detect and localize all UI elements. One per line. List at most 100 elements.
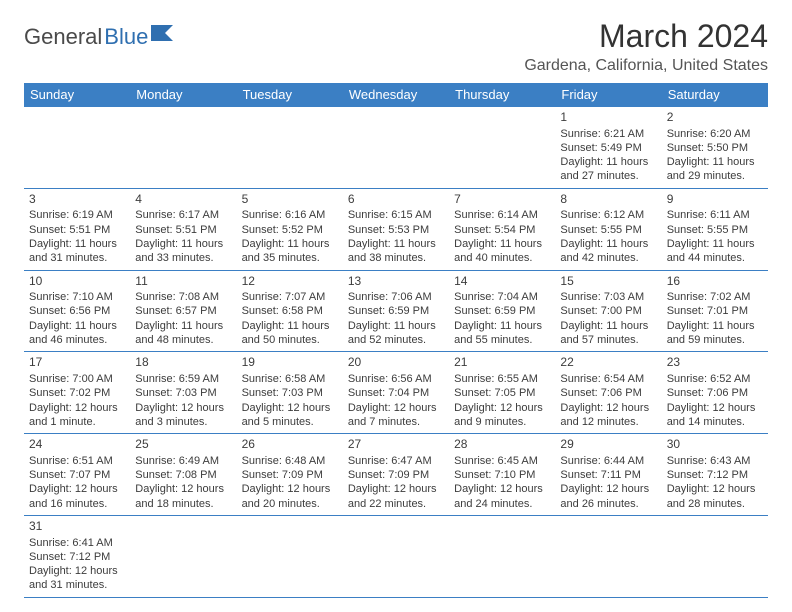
sunrise-line: Sunrise: 6:55 AM	[454, 372, 550, 386]
sunrise-line: Sunrise: 7:10 AM	[29, 290, 125, 304]
day-number: 4	[135, 192, 231, 208]
sunrise-line: Sunrise: 6:41 AM	[29, 536, 125, 550]
day-number: 10	[29, 274, 125, 290]
sunrise-line: Sunrise: 6:44 AM	[560, 454, 656, 468]
sunset-line: Sunset: 7:03 PM	[135, 386, 231, 400]
sunset-line: Sunset: 7:12 PM	[29, 550, 125, 564]
sunrise-line: Sunrise: 6:54 AM	[560, 372, 656, 386]
daylight-line: Daylight: 11 hours and 52 minutes.	[348, 319, 444, 348]
sunrise-line: Sunrise: 6:58 AM	[242, 372, 338, 386]
day-number: 17	[29, 355, 125, 371]
day-number: 27	[348, 437, 444, 453]
calendar-week-row: 3Sunrise: 6:19 AMSunset: 5:51 PMDaylight…	[24, 188, 768, 270]
sunset-line: Sunset: 5:51 PM	[29, 223, 125, 237]
daylight-line: Daylight: 12 hours and 14 minutes.	[667, 401, 763, 430]
calendar-day-cell: 8Sunrise: 6:12 AMSunset: 5:55 PMDaylight…	[555, 188, 661, 270]
sunrise-line: Sunrise: 7:03 AM	[560, 290, 656, 304]
calendar-day-cell: 6Sunrise: 6:15 AMSunset: 5:53 PMDaylight…	[343, 188, 449, 270]
calendar-day-cell: 21Sunrise: 6:55 AMSunset: 7:05 PMDayligh…	[449, 352, 555, 434]
calendar-day-cell: 20Sunrise: 6:56 AMSunset: 7:04 PMDayligh…	[343, 352, 449, 434]
calendar-day-cell: 30Sunrise: 6:43 AMSunset: 7:12 PMDayligh…	[662, 434, 768, 516]
calendar-day-cell: 12Sunrise: 7:07 AMSunset: 6:58 PMDayligh…	[237, 270, 343, 352]
sunset-line: Sunset: 7:02 PM	[29, 386, 125, 400]
calendar-day-cell: 15Sunrise: 7:03 AMSunset: 7:00 PMDayligh…	[555, 270, 661, 352]
day-number: 15	[560, 274, 656, 290]
sunrise-line: Sunrise: 6:48 AM	[242, 454, 338, 468]
sunrise-line: Sunrise: 7:02 AM	[667, 290, 763, 304]
day-header: Wednesday	[343, 83, 449, 107]
sunrise-line: Sunrise: 6:20 AM	[667, 127, 763, 141]
daylight-line: Daylight: 12 hours and 24 minutes.	[454, 482, 550, 511]
day-number: 25	[135, 437, 231, 453]
calendar-day-cell: 23Sunrise: 6:52 AMSunset: 7:06 PMDayligh…	[662, 352, 768, 434]
calendar-empty-cell	[449, 107, 555, 189]
logo-text-blue: Blue	[104, 24, 148, 50]
calendar-day-cell: 10Sunrise: 7:10 AMSunset: 6:56 PMDayligh…	[24, 270, 130, 352]
title-block: March 2024 Gardena, California, United S…	[524, 18, 768, 75]
sunrise-line: Sunrise: 6:19 AM	[29, 208, 125, 222]
daylight-line: Daylight: 12 hours and 3 minutes.	[135, 401, 231, 430]
calendar-day-cell: 16Sunrise: 7:02 AMSunset: 7:01 PMDayligh…	[662, 270, 768, 352]
day-number: 21	[454, 355, 550, 371]
daylight-line: Daylight: 12 hours and 31 minutes.	[29, 564, 125, 593]
daylight-line: Daylight: 11 hours and 35 minutes.	[242, 237, 338, 266]
header: General Blue March 2024 Gardena, Califor…	[24, 18, 768, 75]
sunrise-line: Sunrise: 6:52 AM	[667, 372, 763, 386]
day-number: 19	[242, 355, 338, 371]
calendar-week-row: 31Sunrise: 6:41 AMSunset: 7:12 PMDayligh…	[24, 515, 768, 597]
calendar-empty-cell	[343, 515, 449, 597]
day-number: 14	[454, 274, 550, 290]
calendar-head: SundayMondayTuesdayWednesdayThursdayFrid…	[24, 83, 768, 107]
sunrise-line: Sunrise: 6:15 AM	[348, 208, 444, 222]
day-number: 28	[454, 437, 550, 453]
sunrise-line: Sunrise: 6:11 AM	[667, 208, 763, 222]
day-number: 13	[348, 274, 444, 290]
daylight-line: Daylight: 11 hours and 38 minutes.	[348, 237, 444, 266]
daylight-line: Daylight: 11 hours and 40 minutes.	[454, 237, 550, 266]
calendar-day-cell: 29Sunrise: 6:44 AMSunset: 7:11 PMDayligh…	[555, 434, 661, 516]
sunrise-line: Sunrise: 6:47 AM	[348, 454, 444, 468]
day-number: 20	[348, 355, 444, 371]
calendar-empty-cell	[662, 515, 768, 597]
sunrise-line: Sunrise: 6:51 AM	[29, 454, 125, 468]
calendar-day-cell: 25Sunrise: 6:49 AMSunset: 7:08 PMDayligh…	[130, 434, 236, 516]
sunset-line: Sunset: 7:06 PM	[560, 386, 656, 400]
sunset-line: Sunset: 6:58 PM	[242, 304, 338, 318]
day-number: 18	[135, 355, 231, 371]
daylight-line: Daylight: 12 hours and 18 minutes.	[135, 482, 231, 511]
day-header: Sunday	[24, 83, 130, 107]
day-number: 1	[560, 110, 656, 126]
daylight-line: Daylight: 11 hours and 57 minutes.	[560, 319, 656, 348]
sunset-line: Sunset: 7:08 PM	[135, 468, 231, 482]
sunset-line: Sunset: 7:04 PM	[348, 386, 444, 400]
sunrise-line: Sunrise: 6:59 AM	[135, 372, 231, 386]
sunset-line: Sunset: 5:55 PM	[560, 223, 656, 237]
calendar-day-cell: 28Sunrise: 6:45 AMSunset: 7:10 PMDayligh…	[449, 434, 555, 516]
daylight-line: Daylight: 12 hours and 12 minutes.	[560, 401, 656, 430]
sunset-line: Sunset: 7:03 PM	[242, 386, 338, 400]
logo: General Blue	[24, 24, 177, 50]
calendar-empty-cell	[343, 107, 449, 189]
sunset-line: Sunset: 6:57 PM	[135, 304, 231, 318]
sunset-line: Sunset: 7:10 PM	[454, 468, 550, 482]
day-header: Monday	[130, 83, 236, 107]
day-number: 8	[560, 192, 656, 208]
sunrise-line: Sunrise: 6:21 AM	[560, 127, 656, 141]
sunset-line: Sunset: 7:12 PM	[667, 468, 763, 482]
calendar-week-row: 17Sunrise: 7:00 AMSunset: 7:02 PMDayligh…	[24, 352, 768, 434]
daylight-line: Daylight: 11 hours and 50 minutes.	[242, 319, 338, 348]
sunset-line: Sunset: 7:11 PM	[560, 468, 656, 482]
day-number: 23	[667, 355, 763, 371]
sunrise-line: Sunrise: 6:56 AM	[348, 372, 444, 386]
day-number: 7	[454, 192, 550, 208]
sunset-line: Sunset: 5:52 PM	[242, 223, 338, 237]
calendar-empty-cell	[24, 107, 130, 189]
calendar-day-cell: 27Sunrise: 6:47 AMSunset: 7:09 PMDayligh…	[343, 434, 449, 516]
calendar-day-cell: 9Sunrise: 6:11 AMSunset: 5:55 PMDaylight…	[662, 188, 768, 270]
sunset-line: Sunset: 6:59 PM	[348, 304, 444, 318]
calendar-body: 1Sunrise: 6:21 AMSunset: 5:49 PMDaylight…	[24, 107, 768, 598]
daylight-line: Daylight: 12 hours and 1 minute.	[29, 401, 125, 430]
sunrise-line: Sunrise: 7:06 AM	[348, 290, 444, 304]
sunset-line: Sunset: 5:50 PM	[667, 141, 763, 155]
daylight-line: Daylight: 11 hours and 46 minutes.	[29, 319, 125, 348]
